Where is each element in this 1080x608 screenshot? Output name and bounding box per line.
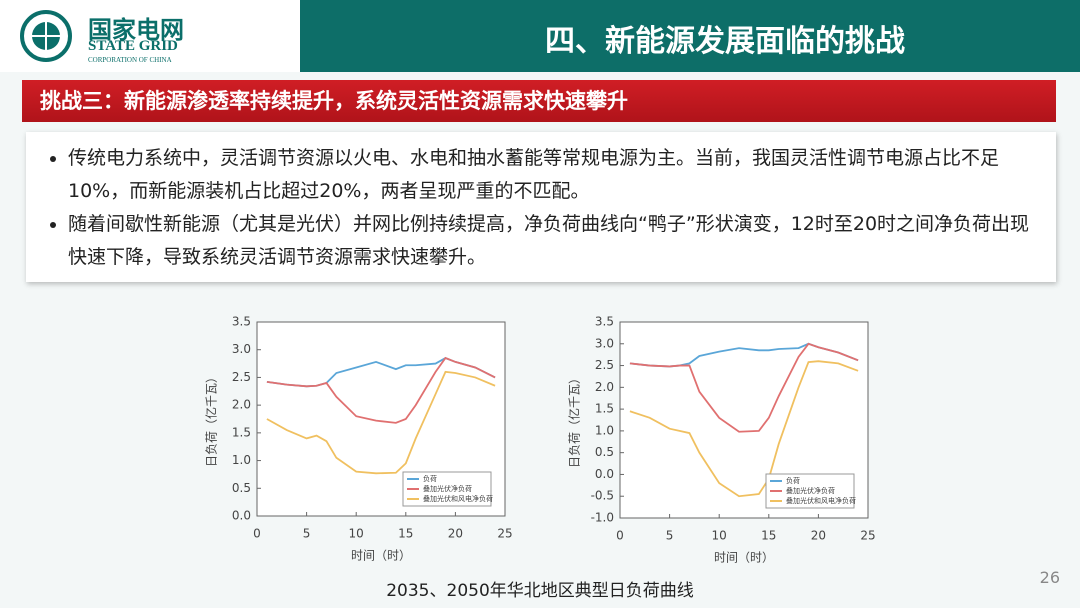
- x-tick-label: 20: [448, 527, 463, 541]
- logo: 国家电网 STATE GRID CORPORATION OF CHINA: [0, 0, 300, 72]
- x-tick-label: 5: [666, 529, 674, 543]
- y-tick-label: 3.0: [232, 342, 251, 356]
- series-line: [266, 356, 496, 424]
- y-tick-label: 2.5: [595, 358, 614, 372]
- series-line: [266, 370, 496, 475]
- x-tick-label: 0: [616, 529, 624, 543]
- legend-label: 叠加光伏和风电净负荷: [786, 496, 856, 505]
- legend-label: 叠加光伏净负荷: [786, 486, 835, 495]
- x-tick-label: 25: [497, 527, 512, 541]
- challenge-bar: 挑战三：新能源渗透率持续提升，系统灵活性资源需求快速攀升: [22, 80, 1056, 122]
- series-line: [629, 342, 859, 433]
- y-tick-label: 2.5: [232, 370, 251, 384]
- caption: 2035、2050年华北地区典型日负荷曲线: [386, 581, 694, 601]
- y-tick-label: 3.5: [232, 315, 251, 329]
- y-tick-label: -1.0: [591, 511, 614, 525]
- y-tick-label: 2.0: [595, 380, 614, 394]
- logo-name: 国家电网: [88, 16, 184, 44]
- series-line: [629, 360, 859, 498]
- y-tick-label: 1.0: [595, 423, 614, 437]
- title-band: 四、新能源发展面临的挑战: [300, 0, 1080, 72]
- x-axis-label: 时间（时）: [714, 551, 774, 565]
- y-tick-label: 1.0: [232, 453, 251, 467]
- x-tick-label: 25: [860, 529, 875, 543]
- x-tick-label: 5: [303, 527, 311, 541]
- logo-english: STATE GRID: [88, 38, 178, 54]
- y-tick-label: 0.0: [232, 509, 251, 523]
- y-axis-label: 日负荷（亿千瓦）: [567, 372, 582, 468]
- legend-label: 负荷: [786, 476, 800, 485]
- y-axis-label: 日负荷（亿千瓦）: [204, 371, 219, 467]
- y-tick-label: 2.0: [232, 398, 251, 412]
- bullet: 传统电力系统中，灵活调节资源以火电、水电和抽水蓄能等常规电源为主。当前，我国灵活…: [68, 142, 1036, 208]
- y-tick-label: 3.0: [595, 336, 614, 350]
- slide-title: 四、新能源发展面临的挑战: [545, 24, 905, 59]
- legend-label: 叠加光伏和风电净负荷: [423, 494, 493, 503]
- y-tick-label: 0.0: [595, 467, 614, 481]
- x-axis-label: 时间（时）: [351, 549, 411, 563]
- y-tick-label: 1.5: [595, 402, 614, 416]
- x-tick-label: 10: [712, 529, 727, 543]
- y-tick-label: -0.5: [591, 489, 614, 503]
- bullet-list: 传统电力系统中，灵活调节资源以火电、水电和抽水蓄能等常规电源为主。当前，我国灵活…: [26, 132, 1056, 282]
- x-tick-label: 0: [253, 527, 261, 541]
- x-tick-label: 15: [761, 529, 776, 543]
- y-tick-label: 0.5: [595, 445, 614, 459]
- x-tick-label: 20: [811, 529, 826, 543]
- page-number: 26: [1039, 568, 1060, 587]
- legend-label: 负荷: [423, 474, 437, 483]
- y-tick-label: 3.5: [595, 315, 614, 329]
- legend-label: 叠加光伏净负荷: [423, 484, 472, 493]
- bullet: 随着间歇性新能源（尤其是光伏）并网比例持续提高，净负荷曲线向“鸭子”形状演变，1…: [68, 208, 1036, 274]
- x-tick-label: 10: [349, 527, 364, 541]
- y-tick-label: 0.5: [232, 481, 251, 495]
- x-tick-label: 15: [398, 527, 413, 541]
- y-tick-label: 1.5: [232, 425, 251, 439]
- logo-icon: [20, 10, 72, 62]
- logo-sub: CORPORATION OF CHINA: [88, 56, 172, 64]
